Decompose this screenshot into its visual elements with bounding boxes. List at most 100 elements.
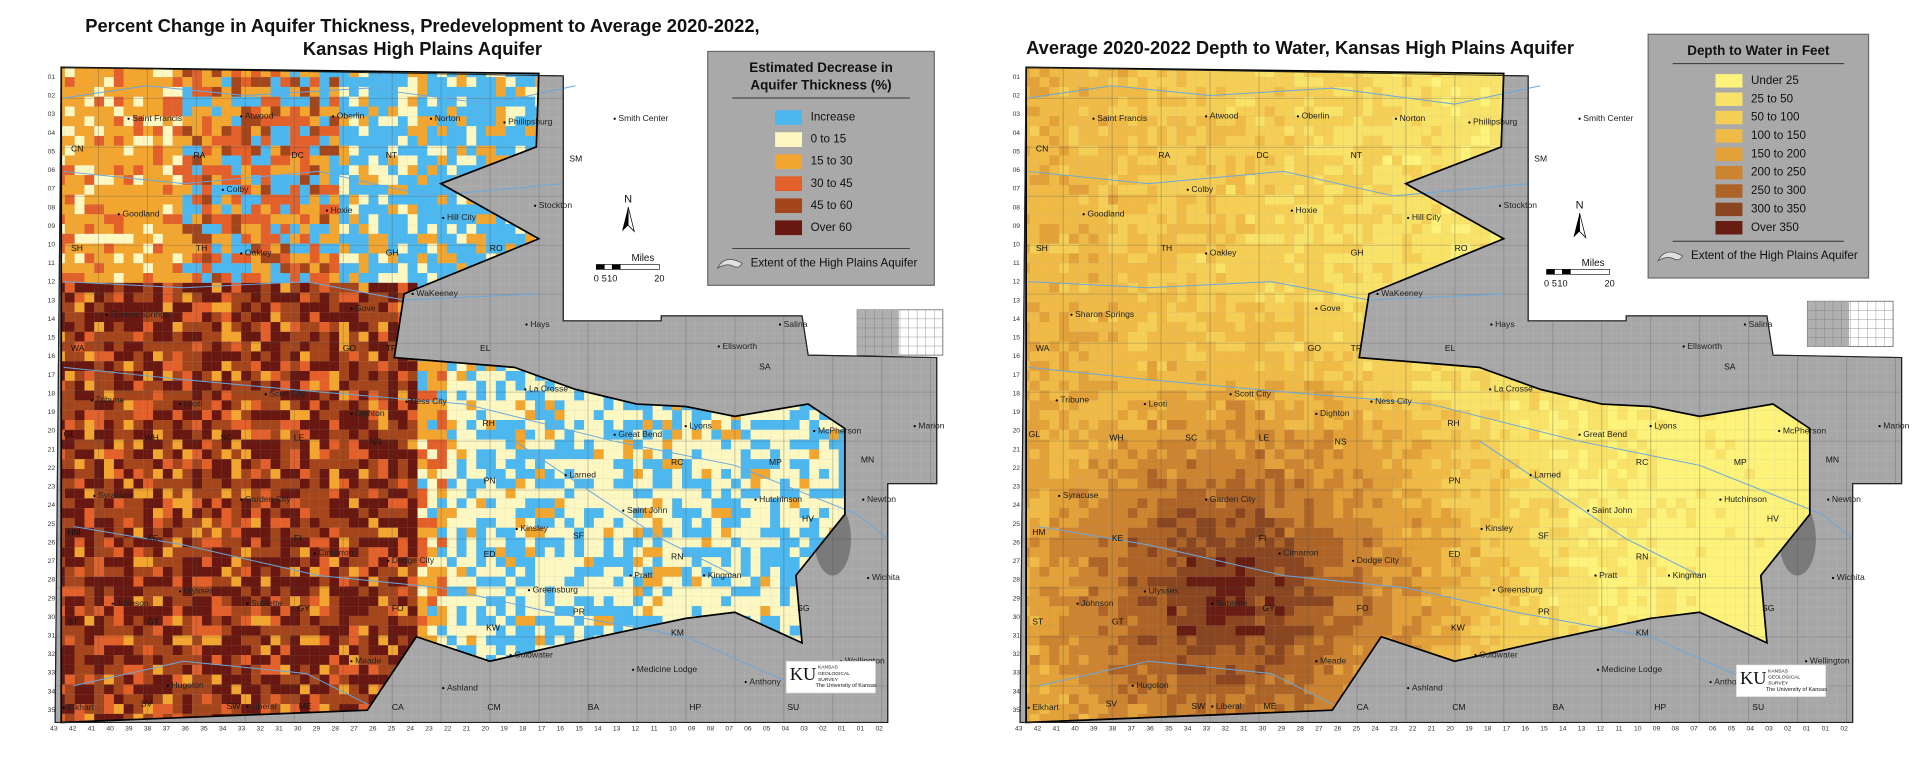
data-cell <box>691 145 702 156</box>
data-cell <box>613 155 624 166</box>
data-cell <box>623 135 634 146</box>
data-cell <box>642 184 653 195</box>
data-cell <box>633 184 643 195</box>
data-cell <box>662 204 673 215</box>
data-cell <box>613 292 624 303</box>
data-cell <box>662 135 673 146</box>
data-cell <box>652 292 663 303</box>
data-cell <box>691 273 702 283</box>
data-cell <box>642 194 653 205</box>
data-cell <box>603 204 614 215</box>
data-cell <box>564 263 575 274</box>
data-cell <box>691 263 702 274</box>
data-cell <box>682 67 692 78</box>
data-cell <box>642 273 653 283</box>
data-cell <box>672 273 683 283</box>
data-cell <box>574 116 585 127</box>
data-cell <box>584 282 594 293</box>
data-cell <box>623 86 634 97</box>
data-cell <box>652 302 663 313</box>
data-cell <box>691 194 702 205</box>
data-cell <box>603 282 614 293</box>
data-cell <box>613 126 624 136</box>
data-cell <box>633 282 643 293</box>
data-cell <box>691 233 702 244</box>
data-cell <box>564 243 575 254</box>
data-cell <box>682 214 692 225</box>
data-cell <box>642 233 653 244</box>
data-cell <box>691 155 702 166</box>
data-cell <box>593 145 604 156</box>
data-cell <box>584 106 594 117</box>
data-cell <box>691 292 702 303</box>
data-cell <box>153 724 163 734</box>
data-cell <box>593 224 604 234</box>
data-cell <box>652 214 663 225</box>
data-cell <box>613 77 624 87</box>
data-cell <box>652 224 663 234</box>
data-cell <box>574 77 585 87</box>
data-cell <box>633 135 643 146</box>
data-cell <box>740 292 751 303</box>
data-cell <box>642 77 653 87</box>
data-cell <box>593 77 604 87</box>
data-cell <box>662 165 673 176</box>
data-cell <box>574 233 585 244</box>
data-cell <box>672 165 683 176</box>
data-cell <box>652 175 663 185</box>
data-cell <box>593 243 604 254</box>
data-cell <box>584 204 594 215</box>
data-cell <box>584 165 594 176</box>
data-cell <box>642 155 653 166</box>
data-cell <box>613 282 624 293</box>
data-cell <box>662 67 673 78</box>
data-cell <box>584 155 594 166</box>
data-cell <box>603 96 614 107</box>
data-cell <box>662 184 673 195</box>
data-cell <box>584 126 594 136</box>
data-cell <box>642 145 653 156</box>
data-cell <box>642 175 653 185</box>
data-cell <box>682 253 692 264</box>
data-cell <box>603 116 614 127</box>
data-cell <box>691 253 702 264</box>
data-cell <box>593 253 604 264</box>
data-cell <box>662 194 673 205</box>
data-cell <box>642 292 653 303</box>
data-cell <box>593 233 604 244</box>
data-cell <box>613 253 624 264</box>
data-cell <box>593 292 604 303</box>
data-cell <box>564 106 575 117</box>
data-cell <box>711 292 722 303</box>
data-cell <box>652 126 663 136</box>
data-cell <box>574 165 585 176</box>
data-cell <box>593 282 604 293</box>
data-cell <box>593 194 604 205</box>
data-cell <box>623 67 634 78</box>
data-cell <box>682 126 692 136</box>
data-cell <box>642 126 653 136</box>
data-cell <box>691 302 702 313</box>
data-cell <box>584 116 594 127</box>
data-cell <box>642 302 653 313</box>
data-cell <box>574 184 585 195</box>
data-cell <box>672 145 683 156</box>
data-cell <box>603 253 614 264</box>
data-cell <box>672 243 683 254</box>
data-cell <box>564 77 575 87</box>
data-cell <box>672 77 683 87</box>
data-cell <box>682 273 692 283</box>
data-cell <box>682 184 692 195</box>
data-cell <box>603 233 614 244</box>
data-cell <box>613 86 624 97</box>
data-cell <box>691 116 702 127</box>
data-cell <box>642 86 653 97</box>
data-cell <box>564 175 575 185</box>
data-cell <box>623 165 634 176</box>
data-cell <box>672 155 683 166</box>
data-cell <box>652 194 663 205</box>
data-cell <box>574 204 585 215</box>
data-cell <box>574 224 585 234</box>
data-cell <box>652 77 663 87</box>
